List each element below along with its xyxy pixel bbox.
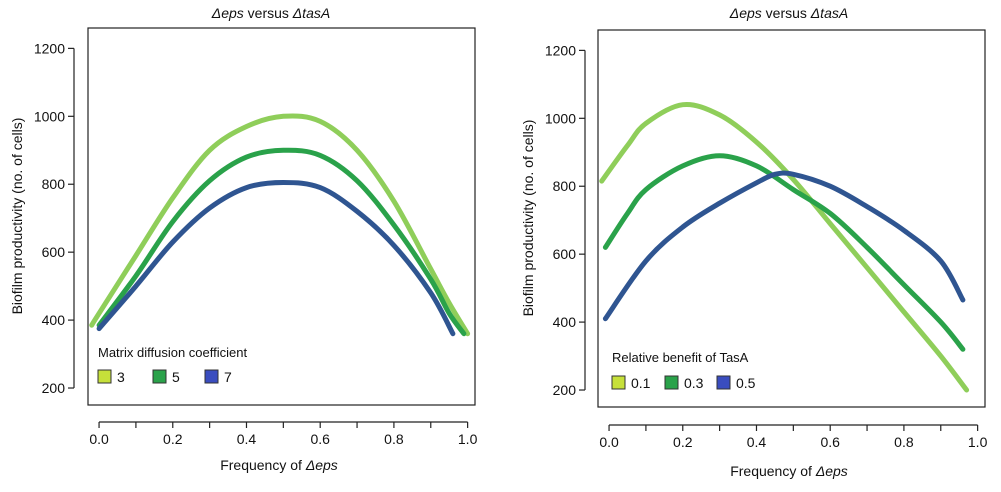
chart-right-series-group [599, 101, 970, 393]
chart-left-series-group [89, 113, 471, 337]
chart-right-xtick-label: 1.0 [968, 434, 988, 450]
chart-right-xtick-label: 0.4 [747, 434, 767, 450]
chart-right-series-line-2 [602, 153, 966, 352]
chart-left-title-part-3: ΔtasA [292, 5, 330, 21]
chart-right-xlabel-part-2: Δeps [815, 463, 848, 479]
chart-right-ytick-label: 200 [553, 382, 577, 398]
chart-right-title-part-1: Δeps [729, 5, 762, 21]
chart-left-legend-label-1: 3 [117, 369, 125, 385]
chart-right-title-part-2: versus [762, 5, 811, 21]
chart-right-legend-swatch-2 [664, 375, 679, 390]
chart-left-xtick-label: 0.8 [384, 431, 404, 447]
chart-right-ytick-label: 400 [553, 314, 577, 330]
chart-right-x-axis: 0.0 0.2 0.4 0.6 0.8 1.0 [599, 424, 988, 450]
chart-right-legend-label-1: 0.1 [631, 375, 651, 391]
chart-left-ytick-label: 600 [42, 244, 66, 260]
chart-left-x-axis: 0.0 0.2 0.4 0.6 0.8 1.0 [89, 421, 478, 447]
chart-right-xlabel: Frequency of Δeps [730, 463, 848, 479]
chart-left-xlabel-part-1: Frequency of [220, 457, 306, 473]
chart-left-xtick-label: 0.4 [237, 431, 257, 447]
chart-left-legend-swatch-3 [204, 369, 219, 384]
chart-left-legend-label-2: 5 [172, 369, 180, 385]
chart-left-ytick-label: 800 [42, 176, 66, 192]
chart-right-plot-frame [597, 29, 986, 408]
chart-left: Δeps versus ΔtasA 200 400 600 800 1000 1200 0… [9, 5, 478, 473]
chart-right-xtick-label: 0.6 [820, 434, 840, 450]
chart-right-xtick-label: 0.8 [894, 434, 914, 450]
chart-right: Δeps versus ΔtasA 200 400 600 800 1000 1200 0… [520, 5, 988, 479]
chart-right-xtick-label: 0.2 [673, 434, 693, 450]
chart-left-ytick-label: 1000 [34, 108, 65, 124]
chart-right-legend: Relative benefit of TasA 0.1 0.3 0.5 [611, 350, 756, 391]
chart-left-series-line-3 [96, 180, 456, 337]
chart-left-y-axis: 200 400 600 800 1000 1200 [34, 40, 75, 396]
chart-right-ytick-label: 1000 [545, 110, 576, 126]
chart-left-legend-title: Matrix diffusion coefficient [98, 345, 247, 360]
chart-left-title-part-1: Δeps [211, 5, 244, 21]
chart-left-legend-label-3: 7 [224, 369, 232, 385]
chart-right-series-line-1 [599, 101, 970, 393]
chart-left-xlabel-part-2: Δeps [305, 457, 338, 473]
chart-right-ytick-label: 800 [553, 178, 577, 194]
chart-right-ytick-label: 1200 [545, 42, 576, 58]
chart-right-series-line-3 [602, 170, 966, 322]
chart-left-ytick-label: 1200 [34, 40, 65, 56]
chart-left-xtick-label: 0.0 [89, 431, 109, 447]
chart-right-ylabel: Biofilm productivity (no. of cells) [520, 120, 536, 317]
chart-right-title: Δeps versus ΔtasA [729, 5, 848, 21]
chart-left-xtick-label: 0.2 [163, 431, 183, 447]
chart-left-ylabel: Biofilm productivity (no. of cells) [9, 118, 25, 315]
chart-left-legend-swatch-2 [152, 369, 167, 384]
chart-right-xtick-label: 0.0 [599, 434, 619, 450]
chart-left-title-part-2: versus [244, 5, 293, 21]
chart-left-series-line-2 [96, 147, 467, 337]
chart-left-series-line-1 [89, 113, 471, 337]
chart-left-legend-swatch-1 [97, 369, 112, 384]
chart-right-legend-label-3: 0.5 [736, 375, 756, 391]
chart-left-plot-frame [87, 27, 476, 406]
chart-right-legend-title: Relative benefit of TasA [612, 350, 749, 365]
chart-left-ytick-label: 400 [42, 312, 66, 328]
chart-right-legend-label-2: 0.3 [684, 375, 704, 391]
chart-left-legend: Matrix diffusion coefficient 3 5 7 [97, 345, 247, 385]
chart-right-legend-swatch-3 [716, 375, 731, 390]
chart-right-legend-swatch-1 [611, 375, 626, 390]
chart-left-xtick-label: 0.6 [310, 431, 330, 447]
chart-left-xlabel: Frequency of Δeps [220, 457, 338, 473]
chart-right-ytick-label: 600 [553, 246, 577, 262]
chart-left-xtick-label: 1.0 [458, 431, 478, 447]
chart-right-xlabel-part-1: Frequency of [730, 463, 816, 479]
chart-right-y-axis: 200 400 600 800 1000 1200 [545, 42, 586, 398]
chart-right-title-part-3: ΔtasA [810, 5, 848, 21]
chart-left-title: Δeps versus ΔtasA [211, 5, 330, 21]
chart-left-ytick-label: 200 [42, 380, 66, 396]
